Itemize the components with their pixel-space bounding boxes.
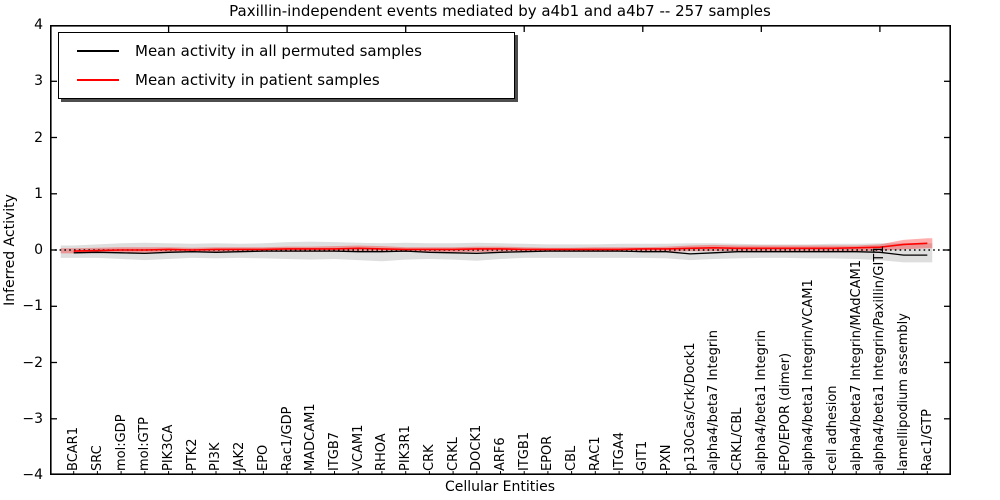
- legend-label-patient: Mean activity in patient samples: [135, 70, 380, 89]
- x-tick-label: PTK2: [184, 438, 200, 471]
- x-tick-label: alpha4/beta7 Integrin/MAdCAM1: [848, 260, 864, 471]
- x-tick-label: BCAR1: [66, 427, 82, 471]
- x-tick-label: CBL: [564, 445, 580, 471]
- x-tick-label: MADCAM1: [303, 403, 319, 471]
- x-tick-label: alpha4/beta1 Integrin/Paxillin/GIT1: [872, 245, 888, 471]
- y-tick-label: −3: [22, 410, 43, 427]
- x-tick-label: mol:GDP: [113, 414, 129, 471]
- plot-area: [50, 25, 951, 475]
- x-tick-label: ITGA4: [611, 431, 627, 471]
- x-tick-label: ARF6: [493, 437, 508, 471]
- x-tick-label: lamellipodium assembly: [896, 313, 912, 471]
- y-tick-label: −1: [22, 298, 43, 315]
- x-tick-label: alpha4/beta1 Integrin/VCAM1: [801, 279, 817, 471]
- x-tick-label: DOCK1: [469, 424, 485, 471]
- permuted-line-sample-icon: [77, 50, 119, 53]
- legend-box: Mean activity in all permuted samples Me…: [58, 32, 515, 99]
- x-tick-label: cell adhesion: [824, 385, 840, 471]
- x-tick-label: mol:GTP: [137, 417, 153, 471]
- x-tick-label: EPO: [255, 444, 271, 471]
- y-tick-label: 2: [34, 129, 43, 146]
- x-tick-label: ITGB1: [516, 431, 532, 471]
- x-tick-label: JAK2: [232, 441, 248, 471]
- x-tick-label: alpha4/beta7 Integrin: [706, 329, 722, 471]
- x-tick-label: Rac1/GTP: [919, 409, 935, 471]
- patient-line-sample-icon: [77, 78, 119, 81]
- x-tick-label: CRKL/CBL: [730, 407, 746, 472]
- permuted-mean-line: [73, 250, 928, 256]
- x-tick-label: EPOR: [540, 435, 556, 471]
- y-tick-label: 1: [34, 185, 43, 202]
- x-tick-label: GIT1: [635, 440, 651, 471]
- legend-label-permuted: Mean activity in all permuted samples: [135, 42, 422, 61]
- x-tick-label: PIK3R1: [398, 425, 414, 471]
- x-tick-label: PIK3CA: [161, 424, 177, 471]
- x-tick-label: ITGB7: [327, 431, 343, 471]
- y-tick-label: −4: [22, 467, 43, 483]
- y-tick-label: 3: [34, 73, 43, 90]
- plot-frame: [50, 25, 951, 475]
- x-tick-label: SRC: [89, 445, 105, 471]
- y-tick-label: 0: [34, 242, 43, 258]
- x-tick-label: p130Cas/Crk/Dock1: [682, 342, 698, 471]
- patient-mean-line: [73, 242, 928, 252]
- y-tick-label: −2: [22, 354, 43, 371]
- x-tick-label: RHOA: [374, 433, 390, 471]
- x-tick-label: EPO/EPOR (dimer): [777, 352, 793, 471]
- y-tick-label: 4: [34, 17, 43, 33]
- x-tick-label: VCAM1: [350, 424, 366, 471]
- x-tick-label: PXN: [658, 444, 674, 471]
- x-tick-label: alpha4/beta1 Integrin: [753, 329, 769, 471]
- chart-title: Paxillin-independent events mediated by …: [229, 2, 771, 20]
- x-tick-label: PI3K: [208, 442, 224, 471]
- legend-entry-permuted: Mean activity in all permuted samples: [69, 38, 504, 64]
- x-axis-label: Cellular Entities: [444, 479, 556, 495]
- y-axis-label: Inferred Activity: [2, 194, 18, 306]
- x-tick-label: CRKL: [445, 437, 461, 471]
- x-tick-label: Rac1/GDP: [279, 406, 295, 471]
- legend-entry-patient: Mean activity in patient samples: [69, 67, 504, 93]
- x-tick-label: CRK: [421, 444, 437, 471]
- x-tick-label: RAC1: [587, 436, 603, 471]
